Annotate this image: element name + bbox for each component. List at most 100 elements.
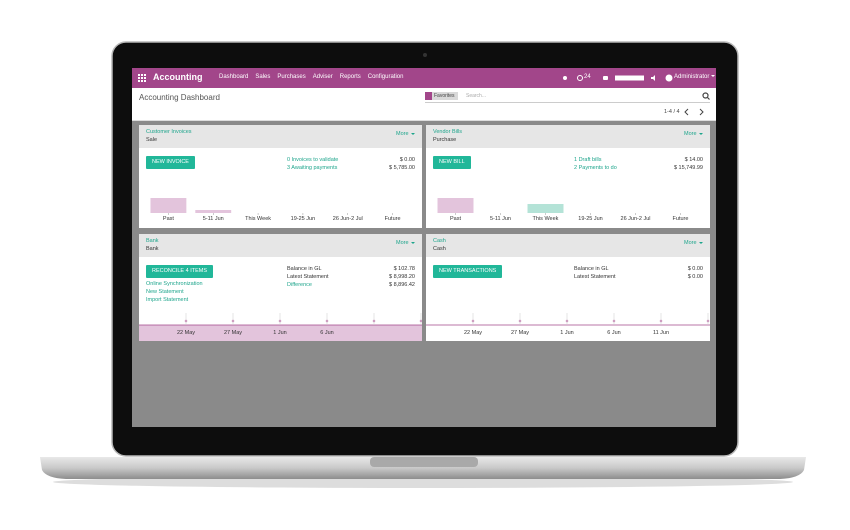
dashboard-card: Vendor Bills Purchase More NEW BILL 1 Draft … <box>426 125 710 228</box>
point <box>706 319 710 323</box>
page-title: Accounting Dashboard <box>139 93 220 102</box>
point <box>184 319 188 323</box>
facet[interactable]: Favorites <box>425 92 458 100</box>
more-menu[interactable]: More <box>684 240 703 246</box>
menu-item[interactable]: Sales <box>255 74 271 80</box>
primary-button[interactable]: NEW INVOICE <box>146 156 195 169</box>
point <box>471 319 475 323</box>
more-menu[interactable]: More <box>684 131 703 137</box>
apps-icon[interactable] <box>138 74 146 82</box>
caret <box>698 132 703 135</box>
more-menu[interactable]: More <box>396 240 415 246</box>
user-name: Administrator <box>674 74 710 80</box>
row-amount: $ 0.00 <box>687 274 703 280</box>
avatar <box>665 74 673 82</box>
caret <box>410 132 415 135</box>
row-link[interactable]: 0 Invoices to validate <box>287 157 339 163</box>
primary-button[interactable]: NEW BILL <box>433 156 471 169</box>
point <box>325 319 329 323</box>
bar <box>195 210 232 213</box>
row-link[interactable]: 3 Awaiting payments <box>287 165 338 171</box>
row-amount: $ 0.00 <box>687 266 703 272</box>
point <box>612 319 616 323</box>
point <box>518 319 522 323</box>
bar <box>437 198 474 213</box>
notch <box>370 457 478 467</box>
row-link[interactable]: 2 Payments to do <box>574 165 617 171</box>
more-label: More <box>396 131 409 137</box>
x-label: This Week <box>533 216 559 222</box>
dashboard-card: Customer Invoices Sale More NEW INVOICE 0 In… <box>139 125 422 228</box>
more-label: More <box>684 131 697 137</box>
x-label: 5-11 Jun <box>490 216 511 222</box>
area <box>139 325 422 341</box>
x-label: 19-25 Jun <box>291 216 315 222</box>
row-amount: $ 14.00 <box>684 157 703 163</box>
point <box>659 319 663 323</box>
card-header: Customer Invoices Sale More <box>139 125 422 148</box>
menu-item[interactable]: Adviser <box>312 74 333 80</box>
row-amount: $ 0.00 <box>399 157 415 163</box>
menu-item[interactable]: Configuration <box>367 74 404 80</box>
facet-label: Favorites <box>434 93 455 99</box>
more-menu[interactable]: More <box>396 131 415 137</box>
row-amount: $ 8,896.42 <box>389 282 415 288</box>
bar <box>527 204 564 213</box>
point <box>278 319 282 323</box>
point <box>231 319 235 323</box>
row-link[interactable]: 1 Draft bills <box>574 157 602 163</box>
x-label: Past <box>450 216 461 222</box>
x-label: 27 May <box>224 330 242 336</box>
x-label: 22 May <box>464 330 482 336</box>
x-label: 22 May <box>177 330 195 336</box>
primary-button[interactable]: RECONCILE 4 ITEMS <box>146 265 214 278</box>
user-menu[interactable]: Administrator <box>674 74 716 80</box>
action-link[interactable]: Online Synchronization <box>146 281 203 287</box>
row-label: Latest Statement <box>574 274 616 280</box>
brand[interactable]: Accounting <box>153 72 203 82</box>
row-amount: $ 15,749.99 <box>673 165 703 171</box>
row-label: Balance in GL <box>574 266 609 272</box>
graph: Past 5-11 Jun This Week 19-25 Jun 26 Jun-2 J… <box>437 198 689 222</box>
graph: 22 May 27 May 1 Jun 6 Jun 11 Jun <box>426 313 710 336</box>
x-label: This Week <box>245 216 271 222</box>
more-label: More <box>684 240 697 246</box>
screen: Accounting Dashboard Sales Purchases Advise… <box>132 68 716 427</box>
menu-item[interactable]: Purchases <box>277 74 306 80</box>
card-subtitle: Cash <box>433 246 446 252</box>
action-link[interactable]: New Statement <box>146 289 184 295</box>
camera <box>423 53 427 57</box>
card-subtitle: Bank <box>146 246 159 252</box>
message-count[interactable]: 24 <box>584 74 591 80</box>
menu-item[interactable]: Dashboard <box>219 74 249 80</box>
x-label: 26 Jun-2 Jul <box>621 216 651 222</box>
primary-button[interactable]: NEW TRANSACTIONS <box>433 265 503 278</box>
x-label: 19-25 Jun <box>578 216 602 222</box>
x-label: 5-11 Jun <box>203 216 224 222</box>
row-link[interactable]: Difference <box>287 282 312 288</box>
caret <box>698 241 703 244</box>
point <box>419 319 422 323</box>
row-amount: $ 102.78 <box>393 266 415 272</box>
row-label: Latest Statement <box>287 274 329 280</box>
x-label: 1 Jun <box>560 330 573 336</box>
point <box>372 319 376 323</box>
pager-arrows[interactable] <box>684 108 706 116</box>
search-box[interactable]: Favorites Search... <box>425 91 710 103</box>
x-label: Future <box>385 216 401 222</box>
row-amount: $ 8,998.20 <box>389 274 415 280</box>
x-label: Future <box>673 216 689 222</box>
row-label: Balance in GL <box>287 266 322 272</box>
search-placeholder: Search... <box>466 93 487 99</box>
menu-item[interactable]: Reports <box>339 74 361 80</box>
card-title[interactable]: Bank <box>146 238 159 244</box>
nav-icons <box>563 75 655 81</box>
more-label: More <box>396 240 409 246</box>
card-title[interactable]: Cash <box>433 238 446 244</box>
search-icon[interactable] <box>702 92 710 100</box>
card-title[interactable]: Customer Invoices <box>146 129 192 135</box>
card-subtitle: Sale <box>146 137 158 143</box>
card-title[interactable]: Vendor Bills <box>433 129 463 135</box>
x-label: Past <box>163 216 174 222</box>
action-link[interactable]: Import Statement <box>146 297 189 303</box>
